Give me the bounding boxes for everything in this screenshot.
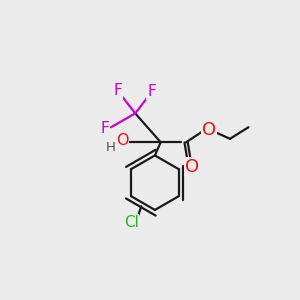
Text: H: H bbox=[106, 141, 116, 154]
Text: O: O bbox=[202, 121, 216, 139]
Text: O: O bbox=[116, 134, 128, 148]
Text: F: F bbox=[114, 83, 122, 98]
Text: O: O bbox=[185, 158, 200, 175]
Text: F: F bbox=[101, 121, 110, 136]
Text: Cl: Cl bbox=[124, 214, 139, 230]
Text: F: F bbox=[147, 84, 156, 99]
